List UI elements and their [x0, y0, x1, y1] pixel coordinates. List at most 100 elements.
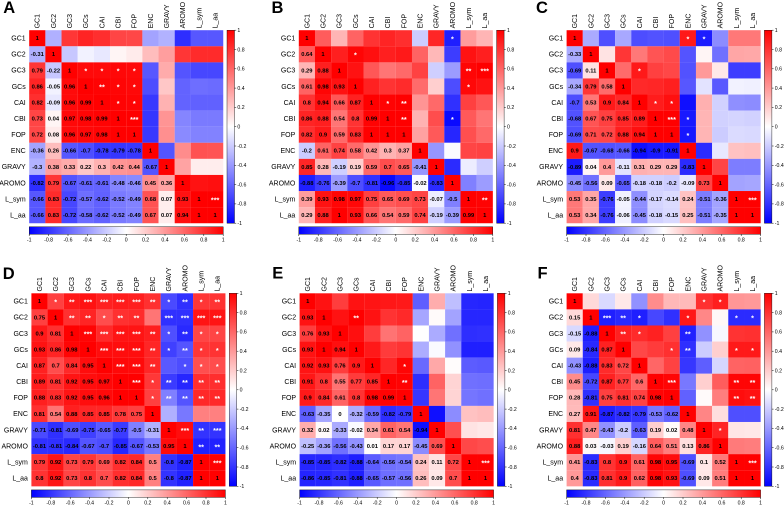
svg-text:-0.75: -0.75: [81, 428, 95, 434]
svg-text:1: 1: [70, 331, 74, 337]
svg-text:0.8: 0.8: [84, 476, 93, 482]
svg-text:0.4: 0.4: [237, 86, 244, 92]
svg-text:0.86: 0.86: [50, 347, 62, 353]
svg-text:GRAVY: GRAVY: [539, 427, 563, 434]
svg-text:0.39: 0.39: [301, 197, 313, 203]
svg-text:0.28: 0.28: [317, 165, 329, 171]
svg-text:-0.6: -0.6: [237, 182, 246, 188]
svg-text:AROMO: AROMO: [180, 1, 187, 28]
svg-text:FOP: FOP: [669, 277, 676, 292]
svg-text:1: 1: [321, 52, 325, 58]
svg-text:0.6: 0.6: [718, 237, 725, 243]
svg-text:CAI: CAI: [284, 363, 296, 370]
svg-text:-0.69: -0.69: [681, 476, 695, 482]
svg-text:0.97: 0.97: [350, 197, 361, 203]
svg-text:1: 1: [117, 117, 121, 123]
svg-text:-0.96: -0.96: [381, 181, 395, 187]
svg-text:0: 0: [240, 388, 243, 394]
svg-text:0.7: 0.7: [52, 364, 60, 370]
svg-text:1: 1: [84, 84, 88, 90]
svg-text:0.75: 0.75: [131, 412, 143, 418]
svg-text:-0.67: -0.67: [81, 444, 94, 450]
svg-text:AROMO: AROMO: [182, 265, 189, 292]
svg-text:CBI: CBI: [16, 379, 28, 386]
svg-text:0.11: 0.11: [432, 460, 444, 466]
svg-text:L_sym: L_sym: [467, 271, 474, 292]
svg-text:*: *: [151, 378, 154, 387]
svg-text:-0.18: -0.18: [649, 213, 663, 219]
svg-text:GCs: GCs: [83, 14, 90, 29]
svg-text:-0.83: -0.83: [430, 181, 444, 187]
svg-text:**: **: [99, 83, 105, 92]
svg-text:-0.61: -0.61: [95, 181, 109, 187]
svg-text:L_aa: L_aa: [548, 476, 564, 483]
svg-text:-0.85: -0.85: [301, 460, 315, 466]
svg-text:*: *: [686, 314, 689, 323]
svg-text:D: D: [3, 265, 15, 283]
svg-text:CAI: CAI: [551, 363, 563, 370]
svg-text:-0.8: -0.8: [314, 237, 323, 243]
svg-text:0.75: 0.75: [601, 396, 613, 402]
svg-text:**: **: [182, 298, 188, 307]
svg-text:L_aa: L_aa: [750, 13, 757, 29]
svg-text:L_sym: L_sym: [7, 459, 28, 466]
svg-text:0.85: 0.85: [301, 165, 313, 171]
svg-text:-0.02: -0.02: [350, 428, 363, 434]
svg-text:GC3: GC3: [69, 277, 76, 292]
svg-text:0.84: 0.84: [618, 100, 630, 106]
svg-text:0.81: 0.81: [50, 380, 62, 386]
svg-text:-1: -1: [240, 484, 245, 490]
svg-text:*: *: [167, 346, 170, 355]
svg-text:-0.85: -0.85: [317, 476, 331, 482]
svg-text:**: **: [215, 298, 221, 307]
svg-text:0.07: 0.07: [161, 197, 172, 203]
svg-text:1: 1: [135, 396, 139, 402]
svg-text:GC3: GC3: [604, 14, 611, 29]
svg-text:-0.52: -0.52: [112, 197, 125, 203]
svg-text:0.83: 0.83: [48, 213, 60, 219]
svg-text:-0.4: -0.4: [85, 501, 94, 507]
svg-text:1: 1: [418, 149, 422, 155]
svg-text:0.2: 0.2: [507, 105, 514, 111]
svg-text:0.88: 0.88: [317, 68, 329, 74]
svg-text:0.88: 0.88: [34, 396, 46, 402]
svg-text:0.93: 0.93: [302, 347, 314, 353]
svg-text:0.58: 0.58: [350, 149, 362, 155]
svg-text:-1: -1: [775, 221, 780, 227]
svg-text:0.2: 0.2: [237, 105, 244, 111]
svg-text:GRAVY: GRAVY: [701, 267, 708, 291]
svg-text:L_sym: L_sym: [734, 8, 741, 29]
svg-text:1: 1: [492, 501, 495, 507]
svg-text:0.2: 0.2: [775, 105, 782, 111]
svg-text:-0.53: -0.53: [649, 412, 663, 418]
svg-text:0.9: 0.9: [619, 476, 628, 482]
svg-text:-0.8: -0.8: [237, 202, 246, 208]
svg-text:0.86: 0.86: [698, 444, 710, 450]
svg-text:*: *: [167, 330, 170, 339]
svg-text:1: 1: [197, 213, 201, 219]
svg-text:***: ***: [100, 330, 109, 339]
svg-text:0.93: 0.93: [302, 315, 314, 321]
svg-text:L_aa: L_aa: [750, 276, 757, 292]
svg-text:*: *: [751, 346, 754, 355]
svg-text:0.83: 0.83: [350, 133, 362, 139]
svg-text:-0.81: -0.81: [333, 476, 347, 482]
svg-text:0.91: 0.91: [585, 412, 597, 418]
svg-text:***: ***: [213, 314, 222, 323]
svg-text:*: *: [151, 394, 154, 403]
svg-text:-0.44: -0.44: [633, 197, 647, 203]
svg-text:0.15: 0.15: [569, 315, 581, 321]
svg-text:ENC: ENC: [281, 148, 296, 155]
svg-text:-0.7: -0.7: [81, 149, 91, 155]
svg-text:*: *: [670, 99, 673, 108]
svg-text:-0.33: -0.33: [568, 52, 582, 58]
svg-text:-1: -1: [564, 501, 569, 507]
svg-text:-0.2: -0.2: [775, 144, 784, 150]
svg-text:*: *: [703, 298, 706, 307]
svg-text:0.88: 0.88: [317, 213, 329, 219]
svg-text:0.04: 0.04: [585, 165, 597, 171]
svg-text:1: 1: [355, 347, 359, 353]
svg-text:*: *: [751, 314, 754, 323]
svg-text:ENC: ENC: [11, 148, 26, 155]
svg-text:-0.57: -0.57: [79, 197, 92, 203]
